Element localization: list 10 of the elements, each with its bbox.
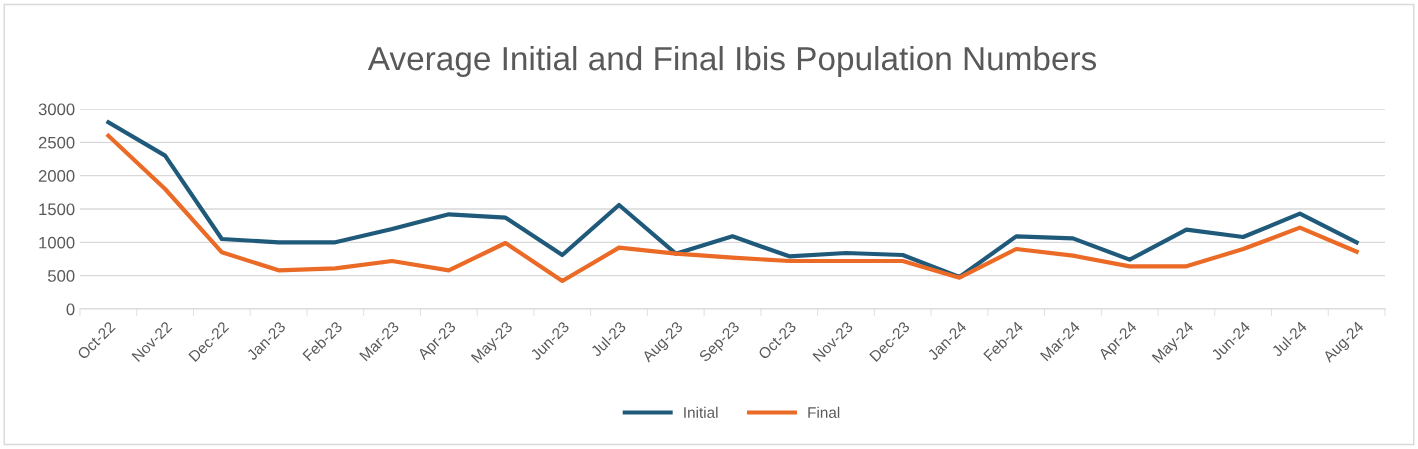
- y-tick-label: 1500: [39, 203, 75, 216]
- y-tick-label: 0: [66, 303, 75, 316]
- chart-title: Average Initial and Final Ibis Population Numbers: [367, 45, 1097, 78]
- y-tick-label: 1000: [39, 236, 75, 249]
- y-tick-label: 500: [48, 270, 75, 282]
- y-tick-label: 2500: [38, 136, 75, 149]
- legend-label: Final: [808, 406, 840, 418]
- y-tick-label: 2000: [38, 170, 75, 182]
- legend-label: Initial: [684, 406, 718, 418]
- y-tick-label: 3000: [38, 103, 75, 116]
